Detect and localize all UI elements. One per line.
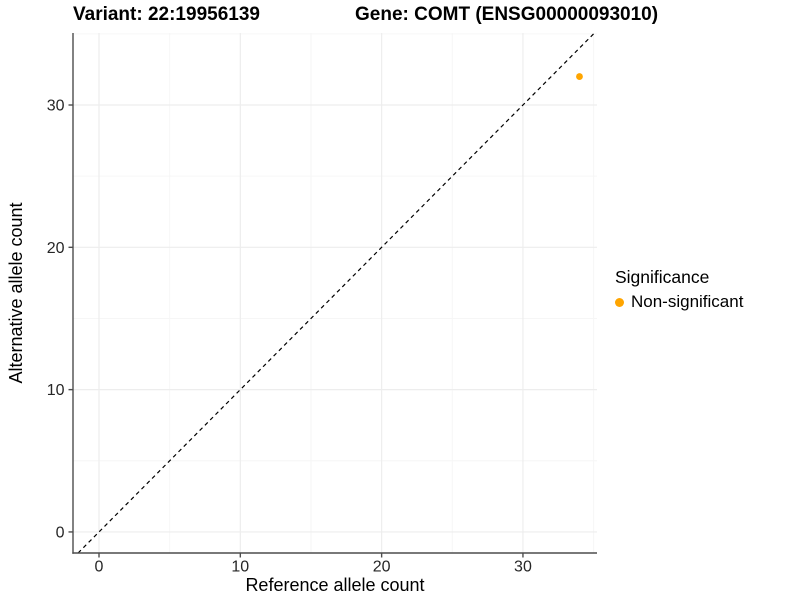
identity-dashed-line (77, 32, 595, 554)
legend-point-icon (615, 297, 624, 307)
data-point (576, 73, 583, 80)
y-tick-label: 30 (47, 98, 65, 115)
y-tick-label: 10 (47, 382, 65, 399)
legend-entry: Non-significant (615, 292, 743, 312)
legend-title: Significance (615, 267, 710, 287)
y-tick-label: 0 (56, 524, 65, 541)
x-tick-label: 30 (514, 559, 532, 576)
legend-entry-label: Non-significant (631, 292, 744, 311)
legend: Significance Non-significant (615, 266, 743, 312)
x-tick-label: 0 (95, 559, 104, 576)
x-axis-title: Reference allele count (245, 575, 424, 595)
chart-title-gene: Gene: COMT (ENSG00000093010) (355, 4, 659, 25)
y-tick-label: 20 (47, 240, 65, 257)
chart-title-variant: Variant: 22:19956139 (73, 4, 260, 25)
x-tick-label: 20 (373, 559, 391, 576)
y-axis-title: Alternative allele count (6, 202, 26, 383)
x-tick-label: 10 (231, 559, 249, 576)
